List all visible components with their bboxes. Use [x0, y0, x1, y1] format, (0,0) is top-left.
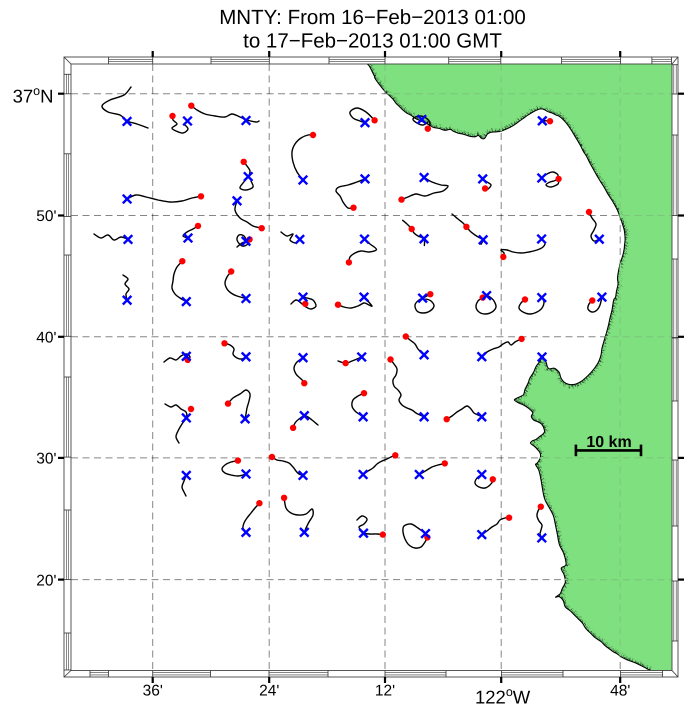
svg-text:36': 36' [143, 683, 163, 700]
svg-text:24': 24' [259, 683, 279, 700]
svg-text:40': 40' [36, 330, 56, 347]
svg-text:MNTY: From 16−Feb−2013 01:00: MNTY: From 16−Feb−2013 01:00 [219, 6, 526, 29]
svg-text:122oW: 122oW [475, 685, 531, 708]
svg-text:30': 30' [36, 451, 56, 468]
svg-text:20': 20' [36, 572, 56, 589]
svg-text:37oN: 37oN [13, 84, 54, 107]
svg-text:48': 48' [610, 683, 630, 700]
svg-text:50': 50' [36, 208, 56, 225]
svg-text:10 km: 10 km [586, 434, 631, 451]
svg-text:12': 12' [375, 683, 395, 700]
svg-text:to 17−Feb−2013 01:00 GMT: to 17−Feb−2013 01:00 GMT [243, 29, 502, 52]
